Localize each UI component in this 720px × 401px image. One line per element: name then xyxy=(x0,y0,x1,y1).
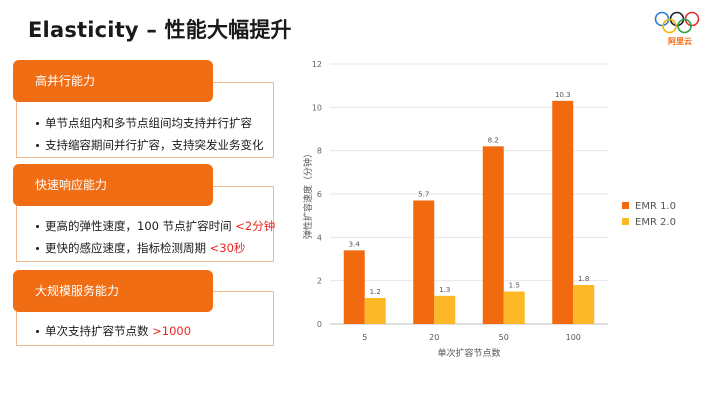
bar-emr2 xyxy=(573,285,595,324)
bar-emr2 xyxy=(434,295,456,324)
data-label: 1.2 xyxy=(370,288,381,296)
section-bullets-scale: 单次支持扩容节点数 >1000 xyxy=(36,320,191,342)
list-item: 支持缩容期间并行扩容，支持突发业务变化 xyxy=(36,134,264,156)
y-tick-label: 2 xyxy=(317,277,322,286)
section-heading-parallel: 高并行能力 xyxy=(13,60,213,102)
bar-emr2 xyxy=(503,291,525,324)
x-axis-label: 单次扩容节点数 xyxy=(437,347,500,359)
bar-emr1 xyxy=(413,200,435,324)
data-label: 1.3 xyxy=(439,286,450,294)
legend-item-emr2: EMR 2.0 xyxy=(622,216,676,230)
bar-emr1 xyxy=(343,250,365,324)
slide-title: Elasticity – 性能大幅提升 xyxy=(28,18,292,42)
list-item: 单次支持扩容节点数 >1000 xyxy=(36,320,191,342)
y-tick-label: 10 xyxy=(312,103,322,112)
data-label: 10.3 xyxy=(555,91,571,99)
list-item: 更高的弹性速度，100 节点扩容时间 <2分钟 xyxy=(36,215,275,237)
logo-text: 阿里云 xyxy=(668,37,692,46)
olympic-rings-icon xyxy=(654,11,700,34)
section-heading-response: 快速响应能力 xyxy=(13,164,213,206)
bar-emr1 xyxy=(552,100,574,324)
y-axis-label: 弹性扩容速度（分钟） xyxy=(302,149,314,239)
legend-item-emr1: EMR 1.0 xyxy=(622,200,676,214)
data-label: 1.5 xyxy=(509,282,520,290)
section-heading-scale: 大规模服务能力 xyxy=(13,270,213,312)
y-tick-label: 6 xyxy=(317,190,322,199)
data-label: 8.2 xyxy=(488,136,499,144)
x-tick-label: 100 xyxy=(566,333,581,342)
data-label: 5.7 xyxy=(418,191,429,199)
list-item: 更快的感应速度，指标检测周期 <30秒 xyxy=(36,237,275,259)
bar-emr1 xyxy=(482,146,504,324)
bar-emr2 xyxy=(364,298,386,324)
data-label: 3.4 xyxy=(349,240,361,248)
y-tick-label: 8 xyxy=(317,147,322,156)
y-tick-label: 12 xyxy=(312,60,322,69)
section-bullets-parallel: 单节点组内和多节点组间均支持并行扩容 支持缩容期间并行扩容，支持突发业务变化 xyxy=(36,112,264,156)
x-tick-label: 5 xyxy=(362,333,367,342)
legend-swatch-emr1 xyxy=(622,202,629,209)
x-tick-label: 50 xyxy=(499,333,509,342)
y-tick-label: 0 xyxy=(317,320,322,329)
x-tick-label: 20 xyxy=(429,333,439,342)
chart-legend: EMR 1.0 EMR 2.0 xyxy=(622,200,676,232)
company-logo: 阿里云 xyxy=(652,10,708,50)
y-tick-label: 4 xyxy=(317,233,322,242)
list-item: 单节点组内和多节点组间均支持并行扩容 xyxy=(36,112,264,134)
data-label: 1.8 xyxy=(578,275,589,283)
section-bullets-response: 更高的弹性速度，100 节点扩容时间 <2分钟 更快的感应速度，指标检测周期 <… xyxy=(36,215,275,259)
legend-swatch-emr2 xyxy=(622,218,629,225)
